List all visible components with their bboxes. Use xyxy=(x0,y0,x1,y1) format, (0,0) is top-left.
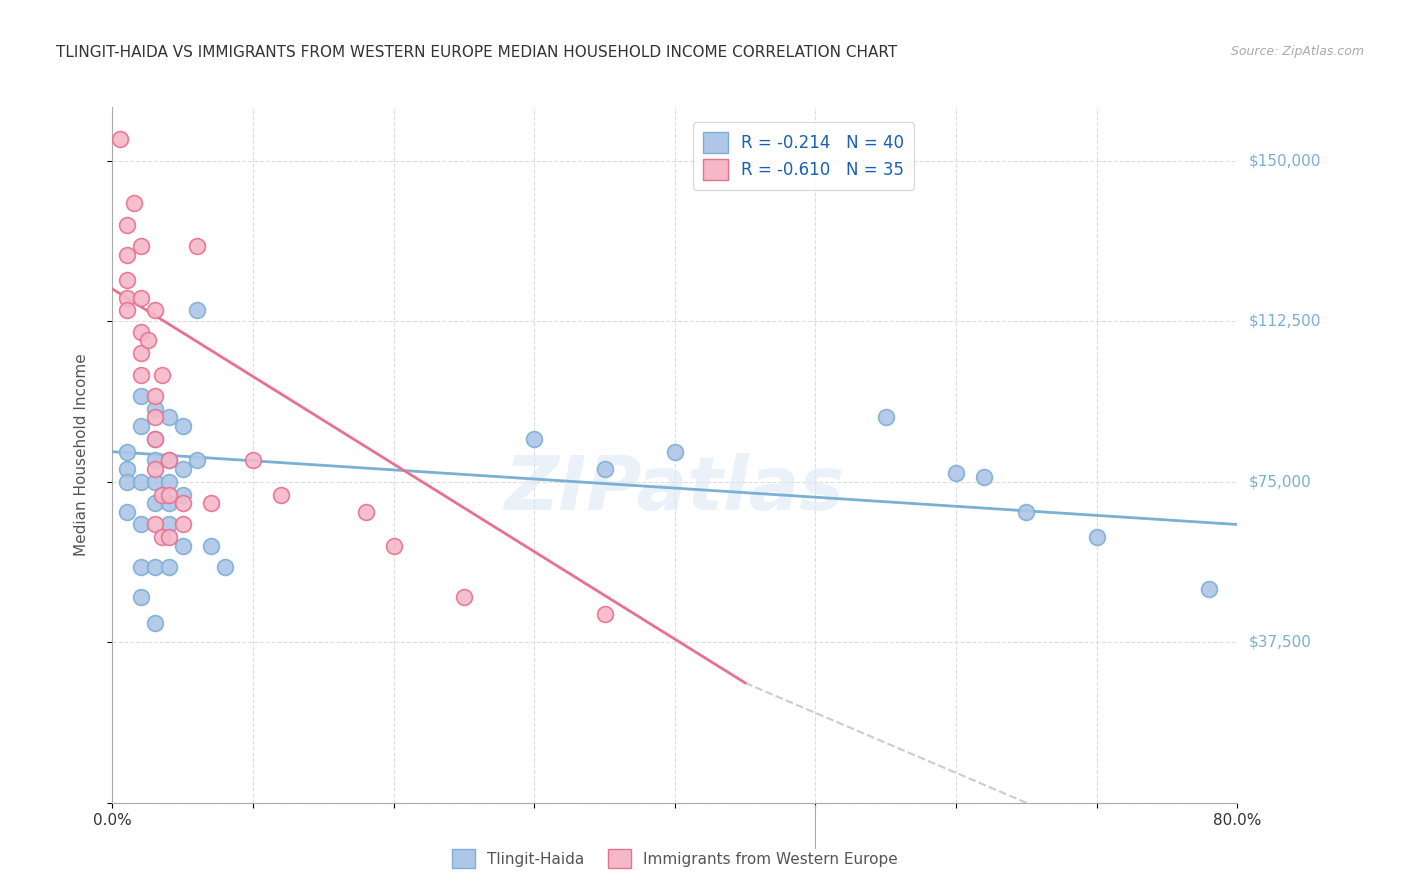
Point xyxy=(143,432,166,446)
Y-axis label: Median Household Income: Median Household Income xyxy=(75,353,89,557)
Point xyxy=(115,462,138,476)
Point xyxy=(122,196,145,211)
Point xyxy=(186,239,208,253)
Point xyxy=(129,239,152,253)
Point xyxy=(115,303,138,318)
Point xyxy=(143,462,166,476)
Point xyxy=(214,560,236,574)
Point xyxy=(129,419,152,434)
Point xyxy=(523,432,546,446)
Point xyxy=(115,248,138,262)
Legend: Tlingit-Haida, Immigrants from Western Europe: Tlingit-Haida, Immigrants from Western E… xyxy=(444,841,905,875)
Point xyxy=(143,496,166,510)
Point xyxy=(157,487,180,501)
Point xyxy=(664,444,686,458)
Point xyxy=(129,368,152,382)
Legend: R = -0.214   N = 40, R = -0.610   N = 35: R = -0.214 N = 40, R = -0.610 N = 35 xyxy=(693,122,914,190)
Point xyxy=(115,505,138,519)
Point xyxy=(157,453,180,467)
Point xyxy=(143,432,166,446)
Text: TLINGIT-HAIDA VS IMMIGRANTS FROM WESTERN EUROPE MEDIAN HOUSEHOLD INCOME CORRELAT: TLINGIT-HAIDA VS IMMIGRANTS FROM WESTERN… xyxy=(56,45,897,60)
Point xyxy=(143,475,166,489)
Point xyxy=(143,303,166,318)
Point xyxy=(172,517,194,532)
Point xyxy=(150,487,173,501)
Point xyxy=(143,401,166,416)
Point xyxy=(150,530,173,544)
Point xyxy=(270,487,292,501)
Point xyxy=(157,410,180,425)
Point xyxy=(129,591,152,605)
Point xyxy=(157,496,180,510)
Point xyxy=(172,539,194,553)
Point xyxy=(186,303,208,318)
Point xyxy=(143,615,166,630)
Text: $150,000: $150,000 xyxy=(1249,153,1320,168)
Point xyxy=(143,560,166,574)
Point xyxy=(1015,505,1038,519)
Point xyxy=(1085,530,1108,544)
Point xyxy=(157,560,180,574)
Point xyxy=(973,470,995,484)
Point xyxy=(157,475,180,489)
Point xyxy=(143,410,166,425)
Point xyxy=(186,453,208,467)
Point xyxy=(150,368,173,382)
Point xyxy=(115,291,138,305)
Text: $75,000: $75,000 xyxy=(1249,475,1312,489)
Point xyxy=(129,560,152,574)
Point xyxy=(200,496,222,510)
Point xyxy=(200,539,222,553)
Text: Source: ZipAtlas.com: Source: ZipAtlas.com xyxy=(1230,45,1364,58)
Point xyxy=(129,389,152,403)
Point xyxy=(945,466,967,480)
Point xyxy=(129,475,152,489)
Text: $112,500: $112,500 xyxy=(1249,314,1320,328)
Point xyxy=(157,530,180,544)
Point xyxy=(115,273,138,287)
Point xyxy=(136,334,159,348)
Point xyxy=(1198,582,1220,596)
Point xyxy=(115,475,138,489)
Point xyxy=(129,346,152,360)
Point xyxy=(172,496,194,510)
Point xyxy=(143,389,166,403)
Point xyxy=(875,410,897,425)
Point xyxy=(143,453,166,467)
Point xyxy=(129,325,152,339)
Text: $37,500: $37,500 xyxy=(1249,635,1312,649)
Point xyxy=(593,462,616,476)
Point xyxy=(143,517,166,532)
Point xyxy=(157,517,180,532)
Point xyxy=(172,487,194,501)
Point xyxy=(129,517,152,532)
Point xyxy=(172,419,194,434)
Point xyxy=(115,218,138,232)
Point xyxy=(157,453,180,467)
Point xyxy=(382,539,405,553)
Point xyxy=(242,453,264,467)
Point xyxy=(453,591,475,605)
Point xyxy=(129,291,152,305)
Point xyxy=(593,607,616,622)
Point xyxy=(172,462,194,476)
Point xyxy=(354,505,377,519)
Point xyxy=(115,444,138,458)
Text: ZIPatlas: ZIPatlas xyxy=(505,453,845,526)
Point xyxy=(108,132,131,146)
